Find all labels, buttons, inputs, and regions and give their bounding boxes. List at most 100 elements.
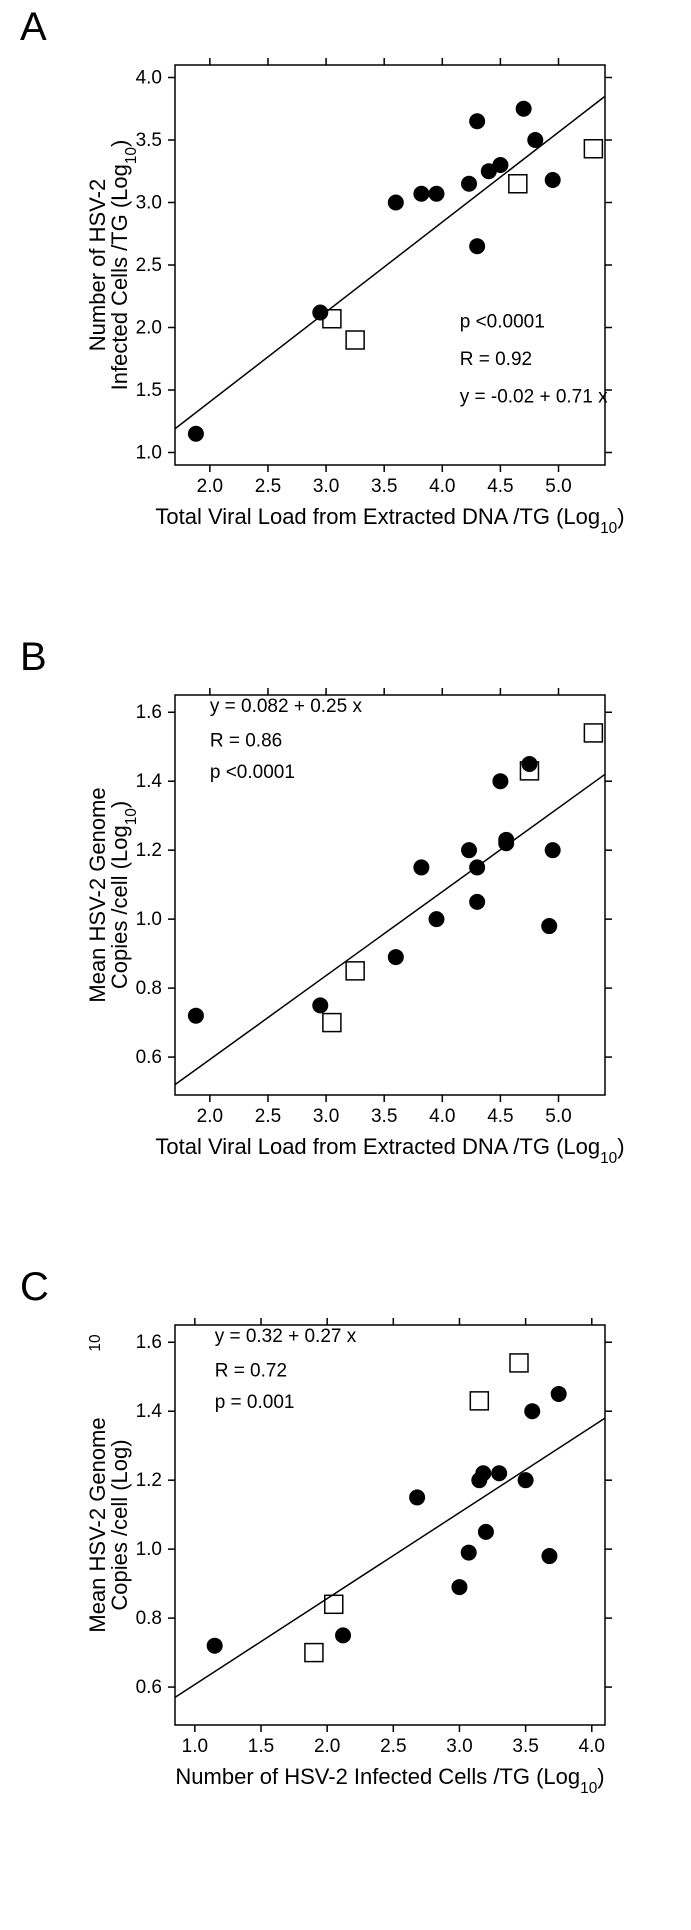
annotation-text: R = 0.72 bbox=[215, 1361, 287, 1382]
x-tick-label: 3.5 bbox=[371, 1106, 397, 1127]
y-tick-label: 1.2 bbox=[136, 840, 162, 861]
x-tick-label: 2.0 bbox=[197, 1106, 223, 1127]
y-tick-label: 1.0 bbox=[136, 909, 162, 930]
chart-svg: 2.02.53.03.54.04.55.00.60.81.01.21.41.6y… bbox=[20, 650, 650, 1250]
chart-svg: 1.0 1.5 2.0 2.5 3.0 3.5 4.0 0.6 0.8 1.0 1.2 1.4 1.6 y… bbox=[20, 1280, 650, 1880]
chart-svg: 2.0 2.5 3.0 3.5 4.0 4.5 5.0 1.0 1.5 2.0 2.5 3.0 3.5 4… bbox=[20, 20, 650, 620]
y-tick-label: 0.8 bbox=[136, 1608, 162, 1629]
x-tick-label: 4.5 bbox=[487, 476, 513, 497]
data-point-circle bbox=[461, 842, 477, 858]
data-point-circle bbox=[521, 756, 537, 772]
panel-C: C 1.01.52.02.53.03.54.00.60.81.01.21.41.… bbox=[20, 1280, 671, 1880]
data-point-circle bbox=[475, 1465, 491, 1481]
data-point-circle bbox=[461, 1545, 477, 1561]
data-point-circle bbox=[551, 1386, 567, 1402]
y-tick-label: 2.5 bbox=[136, 255, 162, 276]
data-point-circle bbox=[491, 1465, 507, 1481]
x-tick-label: 2.0 bbox=[197, 476, 223, 497]
y-tick-label: 1.2 bbox=[136, 1470, 162, 1491]
data-point-circle bbox=[545, 842, 561, 858]
data-point-circle bbox=[541, 1548, 557, 1564]
data-point-circle bbox=[207, 1638, 223, 1654]
x-tick-label: 3.5 bbox=[371, 476, 397, 497]
annotation-text: y = -0.02 + 0.71 x bbox=[460, 387, 608, 408]
panel-A: A 2.02.53.03.54.04.55.01.01.52.02.53.03.… bbox=[20, 20, 671, 620]
y-tick-label: 1.5 bbox=[136, 380, 162, 401]
data-point-circle bbox=[335, 1627, 351, 1643]
x-tick-label: 3.0 bbox=[313, 476, 339, 497]
y-tick-label: 1.0 bbox=[136, 1539, 162, 1560]
data-point-circle bbox=[469, 238, 485, 254]
annotation-text: R = 0.92 bbox=[460, 349, 532, 370]
data-point-circle bbox=[188, 1008, 204, 1024]
data-point-circle bbox=[492, 157, 508, 173]
y-tick-label: 4.0 bbox=[136, 68, 162, 89]
x-axis-label: Total Viral Load from Extracted DNA /TG … bbox=[155, 504, 624, 537]
panel-label-A: A bbox=[20, 5, 47, 50]
x-tick-label: 1.5 bbox=[248, 1736, 274, 1757]
x-tick-label: 2.5 bbox=[255, 1106, 281, 1127]
data-point-circle bbox=[428, 186, 444, 202]
y-tick-label: 3.5 bbox=[136, 130, 162, 151]
data-point-circle bbox=[413, 186, 429, 202]
panels-mount: A 2.02.53.03.54.04.55.01.01.52.02.53.03.… bbox=[20, 20, 671, 1880]
data-point-circle bbox=[498, 832, 514, 848]
x-tick-label: 2.0 bbox=[314, 1736, 340, 1757]
data-point-circle bbox=[545, 172, 561, 188]
annotation-text: p = 0.001 bbox=[215, 1392, 295, 1413]
y-tick-label: 1.0 bbox=[136, 443, 162, 464]
x-tick-label: 4.0 bbox=[579, 1736, 605, 1757]
data-point-circle bbox=[428, 911, 444, 927]
panel-label-B: B bbox=[20, 635, 47, 680]
annotation-text: y = 0.082 + 0.25 x bbox=[210, 696, 363, 717]
x-axis-label: Number of HSV-2 Infected Cells /TG (Log1… bbox=[175, 1764, 604, 1797]
data-point-circle bbox=[469, 113, 485, 129]
data-point-circle bbox=[469, 894, 485, 910]
data-point-circle bbox=[409, 1489, 425, 1505]
x-tick-label: 5.0 bbox=[545, 476, 571, 497]
x-tick-label: 2.5 bbox=[380, 1736, 406, 1757]
y-axis-sub: 10 bbox=[87, 1334, 104, 1351]
data-point-circle bbox=[461, 176, 477, 192]
data-point-circle bbox=[492, 773, 508, 789]
x-tick-label: 3.0 bbox=[313, 1106, 339, 1127]
data-point-circle bbox=[312, 997, 328, 1013]
y-tick-label: 3.0 bbox=[136, 193, 162, 214]
x-tick-label: 5.0 bbox=[545, 1106, 571, 1127]
y-tick-label: 0.6 bbox=[136, 1047, 162, 1068]
data-point-circle bbox=[527, 132, 543, 148]
data-point-circle bbox=[518, 1472, 534, 1488]
plot-frame bbox=[175, 1325, 605, 1725]
x-tick-label: 1.0 bbox=[182, 1736, 208, 1757]
y-tick-label: 2.0 bbox=[136, 318, 162, 339]
y-tick-label: 0.6 bbox=[136, 1677, 162, 1698]
data-point-circle bbox=[388, 195, 404, 211]
x-tick-label: 2.5 bbox=[255, 476, 281, 497]
plot-frame bbox=[175, 695, 605, 1095]
x-tick-label: 4.0 bbox=[429, 1106, 455, 1127]
data-point-circle bbox=[469, 859, 485, 875]
x-tick-label: 4.5 bbox=[487, 1106, 513, 1127]
data-point-circle bbox=[478, 1524, 494, 1540]
annotation-text: p <0.0001 bbox=[210, 762, 295, 783]
y-tick-label: 1.4 bbox=[136, 1401, 163, 1422]
x-tick-label: 4.0 bbox=[429, 476, 455, 497]
x-tick-label: 3.5 bbox=[512, 1736, 538, 1757]
y-tick-label: 1.4 bbox=[136, 771, 163, 792]
data-point-circle bbox=[516, 101, 532, 117]
annotation-text: y = 0.32 + 0.27 x bbox=[215, 1326, 357, 1347]
data-point-circle bbox=[388, 949, 404, 965]
annotation-text: p <0.0001 bbox=[460, 312, 545, 333]
annotation-text: R = 0.86 bbox=[210, 731, 282, 752]
x-tick-label: 3.0 bbox=[446, 1736, 472, 1757]
y-axis-label-line2: Copies /cell (Log10) bbox=[107, 801, 140, 989]
data-point-circle bbox=[541, 918, 557, 934]
panel-B: B 2.02.53.03.54.04.55.00.60.81.01.21.41.… bbox=[20, 650, 671, 1250]
y-tick-label: 1.6 bbox=[136, 1332, 162, 1353]
y-axis-label-line2: Copies /cell (Log) bbox=[107, 1439, 132, 1610]
data-point-circle bbox=[451, 1579, 467, 1595]
x-axis-label: Total Viral Load from Extracted DNA /TG … bbox=[155, 1134, 624, 1167]
figure-container: A 2.02.53.03.54.04.55.01.01.52.02.53.03.… bbox=[20, 20, 671, 1880]
data-point-circle bbox=[413, 859, 429, 875]
data-point-circle bbox=[524, 1403, 540, 1419]
